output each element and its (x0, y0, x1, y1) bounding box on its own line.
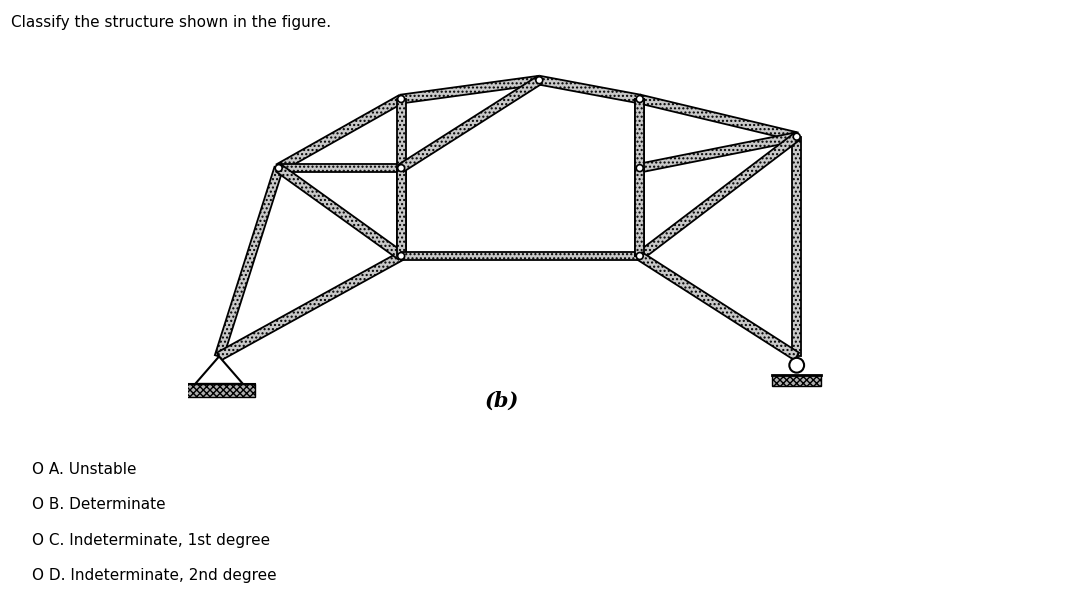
Polygon shape (397, 168, 405, 256)
Polygon shape (639, 133, 797, 172)
Circle shape (398, 95, 405, 102)
Text: (b): (b) (484, 390, 519, 410)
Text: Classify the structure shown in the figure.: Classify the structure shown in the figu… (11, 15, 330, 30)
Text: O C. Indeterminate, 1st degree: O C. Indeterminate, 1st degree (32, 533, 270, 548)
Polygon shape (215, 167, 282, 358)
Polygon shape (772, 375, 821, 387)
Circle shape (536, 77, 543, 83)
Polygon shape (538, 76, 641, 104)
Circle shape (275, 165, 282, 172)
Circle shape (636, 95, 643, 102)
Polygon shape (792, 137, 802, 356)
Circle shape (636, 253, 643, 259)
Polygon shape (637, 252, 800, 360)
Polygon shape (635, 99, 644, 256)
Polygon shape (401, 76, 539, 104)
Polygon shape (399, 76, 542, 172)
Circle shape (398, 165, 405, 172)
Circle shape (793, 133, 801, 140)
Polygon shape (217, 252, 403, 361)
Polygon shape (639, 95, 797, 141)
Text: O B. Determinate: O B. Determinate (32, 497, 165, 512)
Polygon shape (276, 165, 404, 259)
Polygon shape (195, 356, 243, 384)
Circle shape (789, 358, 804, 372)
Circle shape (636, 165, 643, 172)
Polygon shape (183, 384, 255, 397)
Polygon shape (635, 99, 644, 168)
Polygon shape (635, 168, 644, 256)
Polygon shape (276, 95, 403, 172)
Polygon shape (401, 252, 640, 260)
Polygon shape (637, 133, 800, 259)
Circle shape (398, 253, 405, 259)
Polygon shape (278, 164, 401, 172)
Text: O A. Unstable: O A. Unstable (32, 462, 136, 477)
Text: O D. Indeterminate, 2nd degree: O D. Indeterminate, 2nd degree (32, 568, 276, 583)
Polygon shape (397, 99, 405, 256)
